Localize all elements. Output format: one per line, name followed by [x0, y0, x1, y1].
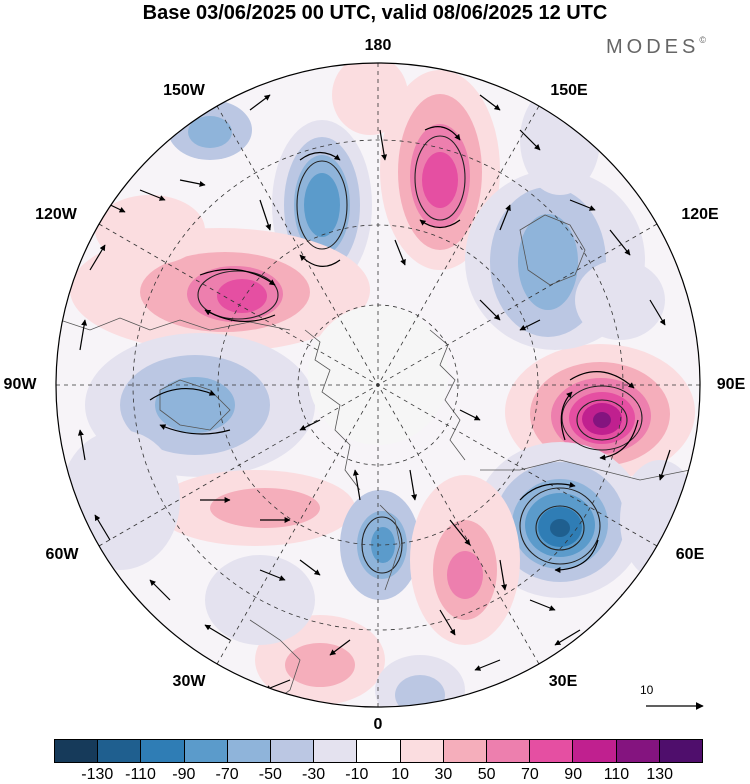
colorbar-tick-label: 70 — [521, 766, 539, 783]
colorbar-swatch — [659, 740, 703, 762]
colorbar-tick-label: -50 — [258, 766, 282, 783]
colorbar-swatch — [357, 740, 401, 762]
colorbar-swatch — [98, 740, 142, 762]
lon-label-60w: 60W — [45, 546, 79, 563]
colorbar-tick-label: -70 — [215, 766, 239, 783]
colorbar-tick-labels: -130 -110 -90 -70 -50 -30 -10 10 30 50 70 90 110 130 — [54, 766, 703, 783]
lon-label-30e: 30E — [548, 673, 578, 690]
colorbar-tick-label: 110 — [603, 766, 630, 783]
brand-copyright: © — [699, 35, 706, 46]
colorbar-swatch — [487, 740, 531, 762]
colorbar-swatch — [400, 740, 444, 762]
colorbar-tick-label: -90 — [172, 766, 196, 783]
lon-label-150w: 150W — [163, 82, 205, 99]
lon-label-90e: 90E — [716, 376, 746, 393]
colorbar-tick-label: -110 — [125, 766, 156, 783]
colorbar-tick-label: 90 — [564, 766, 583, 783]
colorbar-swatch — [184, 740, 228, 762]
map-border — [55, 62, 701, 708]
colorbar-swatch — [227, 740, 272, 762]
colorbar-swatch — [573, 740, 617, 762]
colorbar-tick-label: -130 — [81, 766, 114, 783]
reference-vector-label: 10 — [640, 683, 654, 697]
brand-name: MODES — [606, 36, 700, 58]
colorbar-swatch — [443, 740, 488, 762]
colorbar-swatch — [530, 740, 574, 762]
lon-label-180: 180 — [364, 37, 392, 54]
graticule — [56, 63, 700, 707]
map-title: Base 03/06/2025 00 UTC, valid 08/06/2025… — [142, 2, 608, 24]
colorbar-tick-label: 130 — [646, 766, 674, 783]
coastlines — [59, 214, 691, 706]
colorbar-swatch — [271, 740, 315, 762]
lon-label-30w: 30W — [172, 673, 206, 690]
modes-logo: MODES© — [606, 35, 706, 59]
colorbar-swatch — [314, 740, 358, 762]
colorbar-tick-label: 30 — [434, 766, 453, 783]
colorbar-swatch — [616, 740, 660, 762]
colorbar-swatch — [141, 740, 185, 762]
colorbar-tick-label: 50 — [477, 766, 496, 783]
lon-label-120e: 120E — [681, 206, 719, 223]
lon-label-120w: 120W — [35, 206, 77, 223]
lon-label-60e: 60E — [675, 546, 705, 563]
contour-lines — [197, 135, 643, 574]
lon-label-150e: 150E — [550, 82, 588, 99]
colorbar-tick-label: -30 — [302, 766, 326, 783]
colorbar — [54, 739, 703, 763]
lon-label-90w: 90W — [3, 376, 37, 393]
colorbar-tick-label: -10 — [345, 766, 369, 783]
colorbar-swatch — [55, 740, 99, 762]
colorbar-tick-label: 10 — [391, 766, 410, 783]
lon-label-0: 0 — [373, 716, 383, 733]
